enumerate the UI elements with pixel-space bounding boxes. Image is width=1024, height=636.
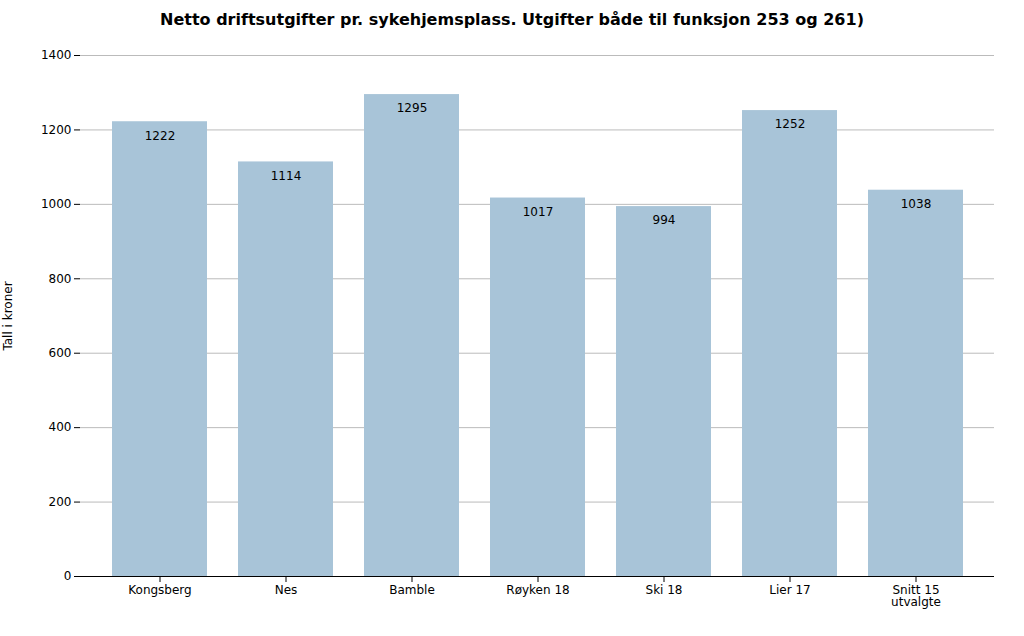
svg-text:800: 800 — [49, 272, 72, 286]
svg-text:1114: 1114 — [271, 169, 302, 183]
svg-text:1252: 1252 — [775, 117, 806, 131]
svg-text:200: 200 — [49, 495, 72, 509]
svg-text:Bamble: Bamble — [389, 583, 435, 597]
svg-text:400: 400 — [49, 420, 72, 434]
svg-text:1038: 1038 — [901, 197, 932, 211]
svg-text:Røyken 18: Røyken 18 — [506, 583, 569, 597]
svg-text:0: 0 — [64, 569, 72, 583]
svg-text:1222: 1222 — [145, 129, 176, 143]
svg-text:Snitt 15utvalgte: Snitt 15utvalgte — [891, 583, 941, 609]
svg-text:1017: 1017 — [523, 205, 554, 219]
svg-text:Kongsberg: Kongsberg — [128, 583, 191, 597]
svg-text:994: 994 — [653, 213, 676, 227]
svg-text:1000: 1000 — [41, 197, 72, 211]
svg-text:1400: 1400 — [41, 48, 72, 62]
svg-text:600: 600 — [49, 346, 72, 360]
svg-text:Lier 17: Lier 17 — [769, 583, 810, 597]
html-text:Netto driftsutgifter pr. sykeh: Netto driftsutgifter pr. sykehjemsplass.… — [160, 10, 864, 29]
svg-text:Nes: Nes — [275, 583, 298, 597]
svg-text:Tall i kroner: Tall i kroner — [1, 281, 15, 351]
svg-text:1200: 1200 — [41, 123, 72, 137]
svg-text:1295: 1295 — [397, 101, 428, 115]
svg-text:Ski 18: Ski 18 — [646, 583, 683, 597]
